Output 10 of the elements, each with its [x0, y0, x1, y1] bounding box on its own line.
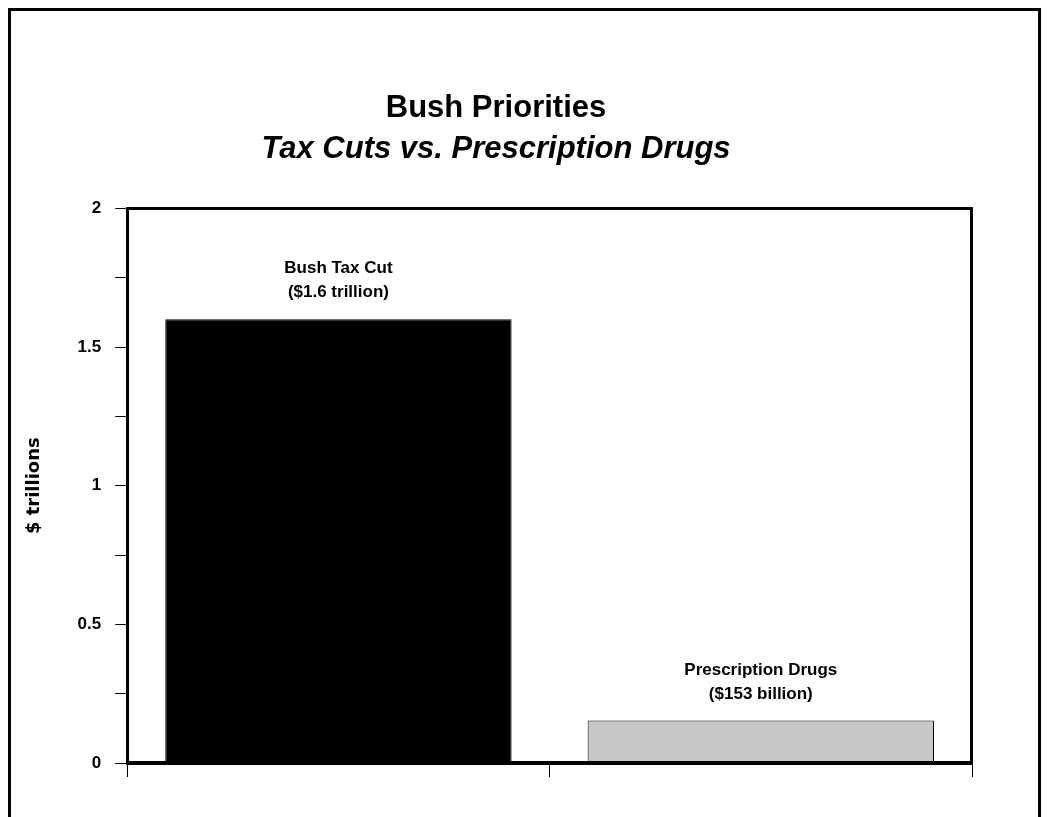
chart-title: Bush Priorities	[385, 89, 607, 125]
y-tick-label: 2	[91, 198, 102, 218]
y-tick-label: 0	[91, 752, 102, 772]
y-tick-label: 1.5	[77, 336, 102, 356]
annotation: Bush Tax Cut ($1.6 trillion)	[284, 258, 393, 302]
y-axis-title: $ trillions	[22, 437, 44, 535]
annotation: Prescription Drugs ($153 billion)	[684, 659, 838, 703]
y-tick-label: 0.5	[77, 614, 102, 634]
y-tick-label: 1	[91, 475, 102, 495]
chart-subtitle: Tax Cuts vs. Prescription Drugs	[261, 130, 731, 166]
